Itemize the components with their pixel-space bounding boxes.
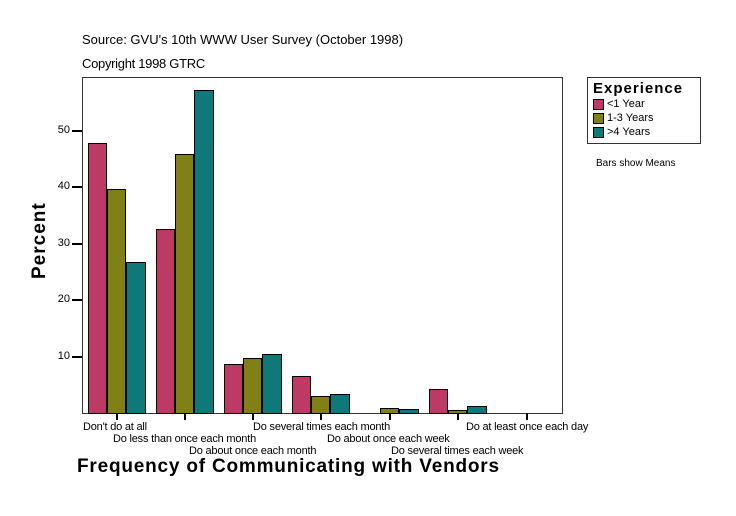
legend-label: >4 Years [607,126,651,138]
bars-note: Bars show Means [596,158,676,169]
bar [88,143,107,414]
x-tick [184,413,186,420]
x-tick-label: Do several times each week [391,445,524,457]
y-tick-label: 30 [57,237,70,249]
legend-label: <1 Year [607,98,645,110]
x-tick [116,413,118,420]
legend-label: 1-3 Years [607,112,654,124]
legend-swatch [593,113,604,124]
x-tick [526,413,528,420]
x-tick-label: Do about once each month [189,445,317,457]
y-tick-label: 50 [57,124,70,136]
y-tick [72,186,82,188]
y-tick [72,243,82,245]
y-tick-label: 40 [57,180,70,192]
bar [467,406,487,414]
bar [224,364,243,414]
y-tick [72,299,82,301]
x-tick-label: Do less than once each month [113,433,256,445]
bar [107,189,126,414]
y-tick-label: 10 [57,350,70,362]
legend-title: Experience [593,80,684,97]
bar [194,90,214,414]
legend-swatch [593,99,604,110]
y-tick [72,130,82,132]
plot-area [82,77,563,414]
x-axis-title: Frequency of Communicating with Vendors [77,456,500,477]
x-tick [252,413,254,420]
x-tick-label: Do at least once each day [466,421,589,433]
bar [399,409,419,414]
source-caption: Source: GVU's 10th WWW User Survey (Octo… [82,32,404,47]
legend-swatch [593,127,604,138]
y-tick [72,356,82,358]
bar [156,229,175,414]
bar [330,394,350,414]
copyright-caption: Copyright 1998 GTRC [82,56,205,71]
bar [175,154,194,414]
y-axis-title: Percent [29,202,50,279]
x-tick [389,413,391,420]
bar [311,396,330,414]
y-tick-label: 20 [57,293,70,305]
bar [243,358,262,414]
bar [429,389,448,414]
legend: Experience <1 Year 1-3 Years >4 Years [587,77,701,144]
bar [292,376,311,414]
x-tick-label: Don't do at all [83,421,147,433]
bar [262,354,282,414]
x-tick [457,413,459,420]
x-tick-label: Do several times each month [253,421,391,433]
bar [126,262,146,414]
x-tick-label: Do about once each week [327,433,450,445]
x-tick [320,413,322,420]
